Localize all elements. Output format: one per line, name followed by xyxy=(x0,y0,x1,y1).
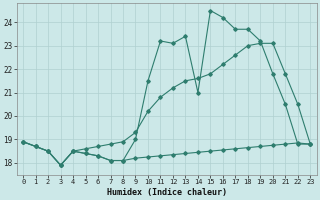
X-axis label: Humidex (Indice chaleur): Humidex (Indice chaleur) xyxy=(107,188,227,197)
